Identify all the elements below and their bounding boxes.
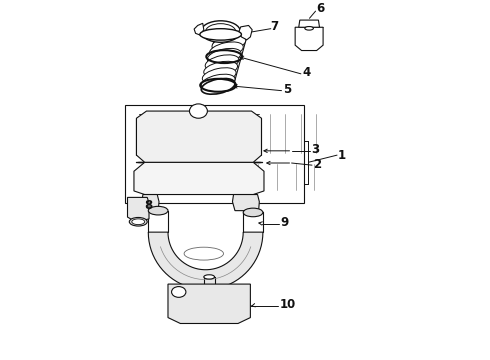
- Polygon shape: [232, 194, 259, 211]
- Ellipse shape: [172, 287, 186, 297]
- Ellipse shape: [204, 61, 238, 77]
- Ellipse shape: [190, 104, 207, 118]
- Text: 3: 3: [311, 143, 319, 156]
- Ellipse shape: [305, 27, 314, 30]
- Ellipse shape: [129, 217, 147, 226]
- Text: 4: 4: [302, 66, 311, 78]
- Text: 8: 8: [145, 199, 153, 212]
- Ellipse shape: [243, 208, 263, 217]
- Ellipse shape: [207, 48, 241, 64]
- Text: 9: 9: [281, 216, 289, 229]
- Polygon shape: [134, 162, 264, 194]
- Ellipse shape: [202, 68, 236, 84]
- Ellipse shape: [206, 24, 236, 40]
- Ellipse shape: [201, 21, 240, 42]
- Ellipse shape: [201, 78, 235, 94]
- Polygon shape: [142, 194, 159, 209]
- Text: 2: 2: [313, 158, 321, 171]
- Bar: [125, 105, 304, 203]
- Ellipse shape: [214, 29, 247, 45]
- Polygon shape: [127, 197, 149, 224]
- Ellipse shape: [201, 74, 235, 90]
- Ellipse shape: [132, 219, 145, 225]
- Polygon shape: [194, 23, 204, 35]
- Ellipse shape: [200, 29, 242, 40]
- Ellipse shape: [210, 42, 243, 58]
- Text: 6: 6: [317, 3, 325, 15]
- Polygon shape: [295, 27, 323, 50]
- Ellipse shape: [204, 275, 215, 279]
- Polygon shape: [299, 20, 319, 27]
- Text: 10: 10: [280, 298, 296, 311]
- Text: 7: 7: [270, 21, 278, 33]
- Polygon shape: [239, 26, 252, 40]
- Polygon shape: [148, 232, 263, 289]
- Text: 5: 5: [283, 83, 291, 96]
- Polygon shape: [168, 284, 250, 324]
- Ellipse shape: [205, 55, 239, 71]
- Text: 1: 1: [338, 149, 346, 162]
- Polygon shape: [136, 111, 262, 162]
- Ellipse shape: [212, 36, 246, 51]
- Ellipse shape: [148, 206, 168, 215]
